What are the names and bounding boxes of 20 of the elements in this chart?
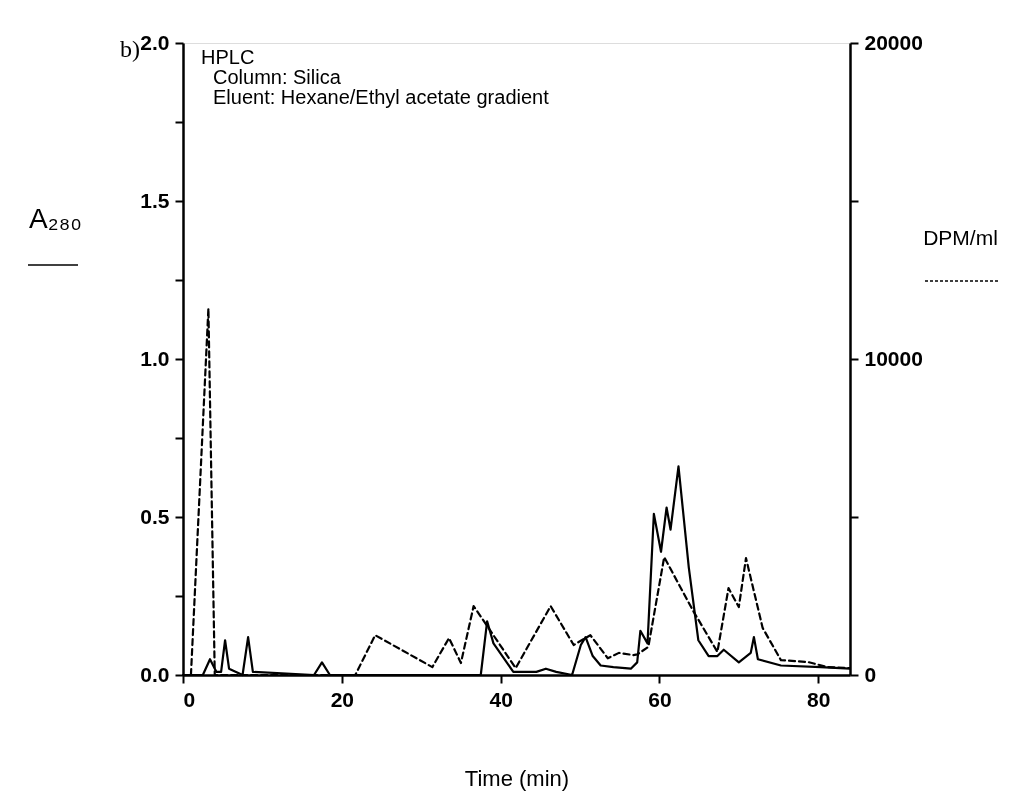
text: b) <box>120 36 140 62</box>
x-tick-label: 80 <box>807 687 831 711</box>
x-tick-label: 60 <box>648 687 672 711</box>
x-tick-label: 40 <box>489 687 513 711</box>
y-tick-label: 2.0 <box>140 30 170 54</box>
x-axis-title: Time (min) <box>464 765 570 791</box>
annotation: Eluent: Hexane/Ethyl acetate gradient <box>213 86 550 108</box>
annotation: Column: Silica <box>213 66 342 88</box>
x-tick-label: 0 <box>183 687 196 711</box>
y2-axis-title: DPM/ml <box>923 225 998 249</box>
y2-tick-label: 20000 <box>864 30 923 54</box>
annotation: HPLC <box>201 46 255 68</box>
y2-tick-label: 0 <box>864 662 877 686</box>
y-tick-label: 1.5 <box>140 188 170 212</box>
y2-tick-label: 10000 <box>864 346 923 370</box>
y-tick-label: 0.0 <box>140 662 170 686</box>
x-tick-label: 20 <box>330 687 354 711</box>
y-axis-title: A₂₈₀ <box>29 202 82 234</box>
y-tick-label: 0.5 <box>140 504 170 528</box>
y-tick-label: 1.0 <box>140 346 170 370</box>
